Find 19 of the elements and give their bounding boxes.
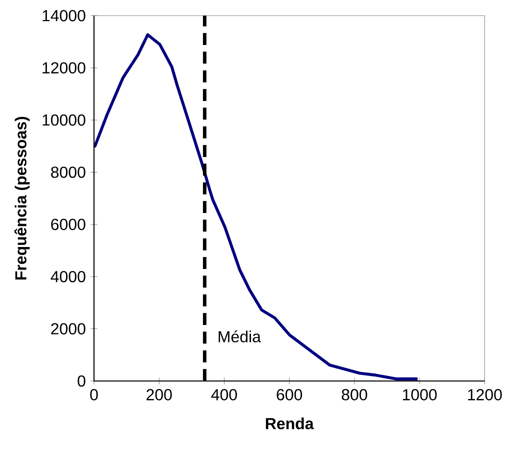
y-axis-title: Frequência (pessoas) — [14, 116, 30, 280]
y-tick-label: 2000 — [51, 323, 86, 334]
x-tick-label: 600 — [276, 389, 302, 400]
x-axis-title: Renda — [266, 418, 314, 430]
y-tick-label: 14000 — [42, 10, 86, 22]
y-tick-label: 12000 — [42, 62, 86, 74]
x-tick-label: 200 — [146, 389, 172, 400]
ref-line-label: Média — [218, 330, 261, 342]
y-tick-label: 4000 — [50, 270, 86, 282]
x-tick-label: 1200 — [468, 389, 502, 400]
line-series — [92, 33, 420, 380]
y-tick-label: 8000 — [51, 166, 86, 178]
y-tick-label: 6000 — [51, 218, 86, 230]
x-tick-label: 1000 — [402, 389, 437, 400]
x-tick-label: 400 — [211, 389, 237, 400]
x-tick-label: 0 — [90, 389, 98, 400]
x-tick-label: 800 — [342, 389, 368, 400]
y-tick-label: 10000 — [42, 114, 86, 126]
y-tick-label: 0 — [78, 375, 86, 387]
